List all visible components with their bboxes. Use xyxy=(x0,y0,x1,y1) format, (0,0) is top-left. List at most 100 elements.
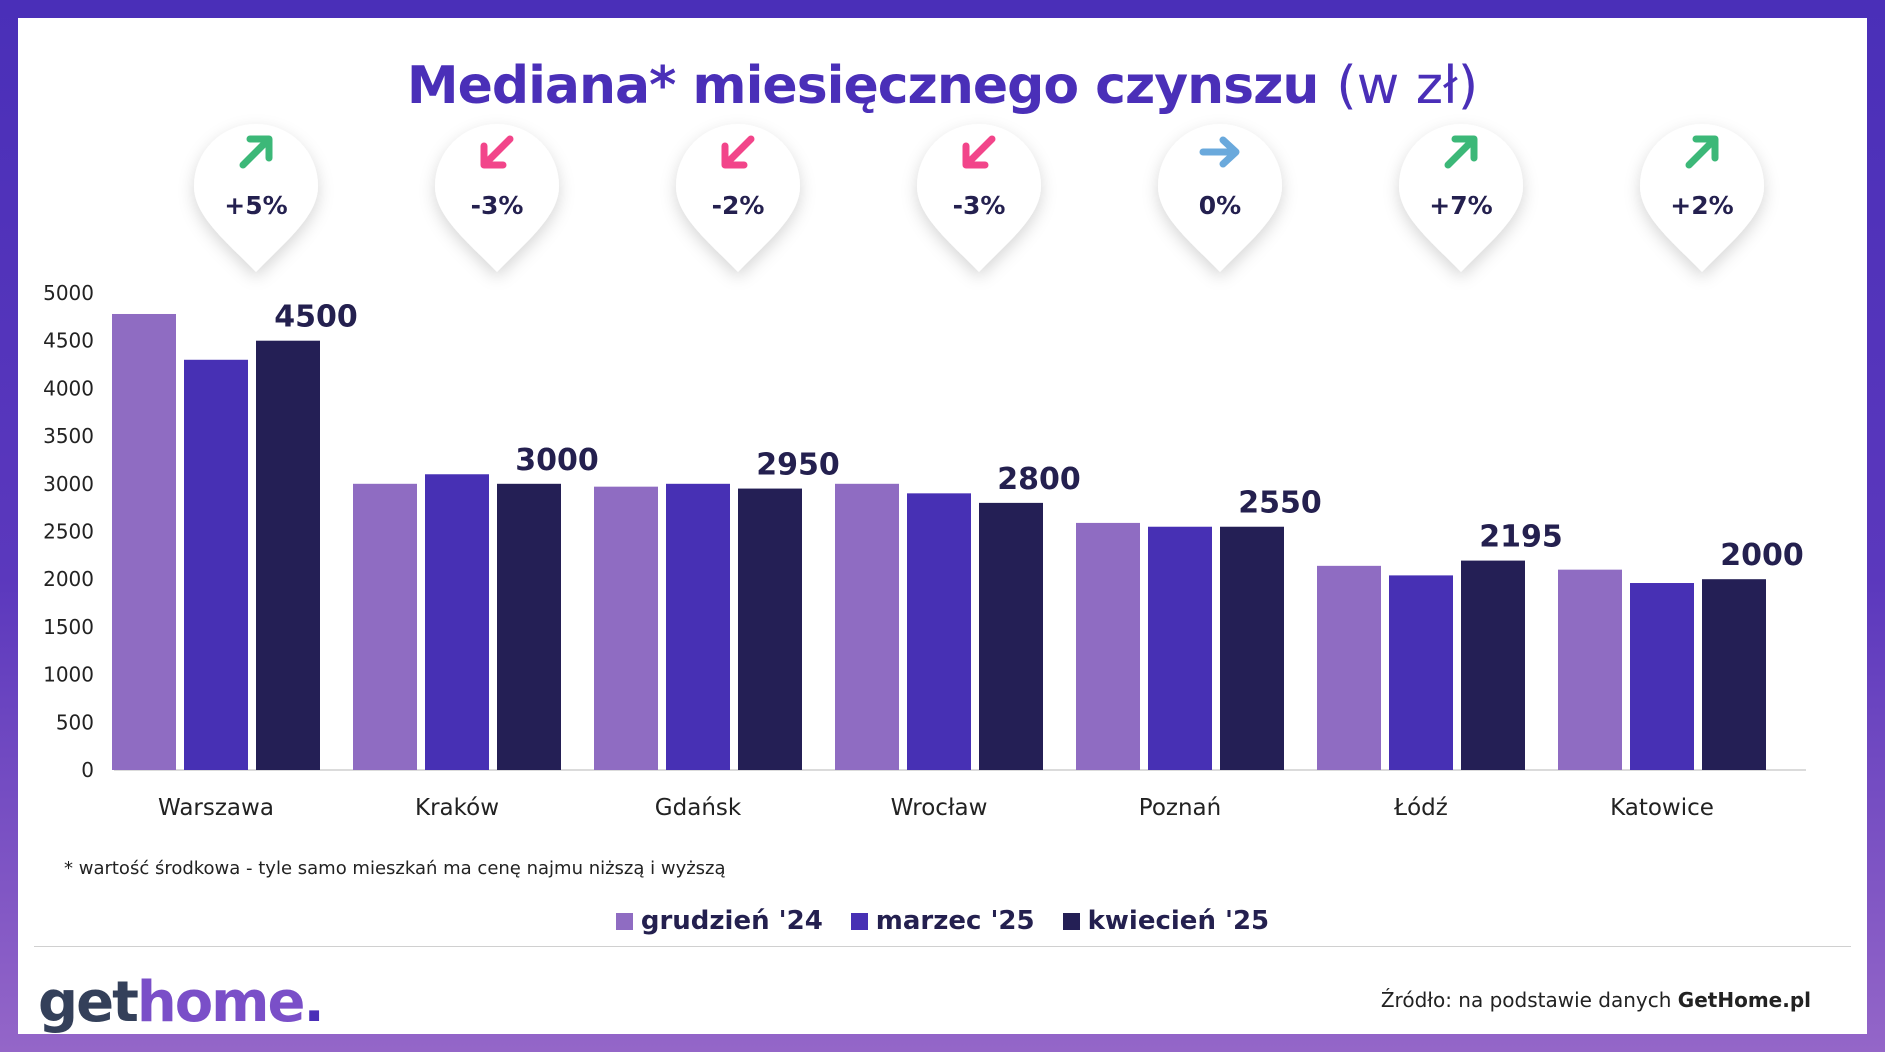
category-label-poznan: Poznań xyxy=(1139,795,1221,821)
bars xyxy=(112,313,1766,770)
data-label-krakow: 3000 xyxy=(515,443,599,478)
data-label-wroclaw: 2800 xyxy=(997,462,1081,497)
change-pin xyxy=(676,124,800,272)
bar-katowice-grudzien-24 xyxy=(1558,569,1622,770)
bar-katowice-kwiecien-25 xyxy=(1702,579,1766,770)
change-label: +7% xyxy=(1429,191,1492,220)
change-label: -3% xyxy=(953,191,1006,220)
category-label-krakow: Kraków xyxy=(415,795,499,821)
change-pin xyxy=(1640,124,1764,272)
category-label-lodz: Łódź xyxy=(1393,795,1448,821)
bar-warszawa-kwiecien-25 xyxy=(256,340,320,770)
change-label: -3% xyxy=(471,191,524,220)
source-brand: GetHome.pl xyxy=(1677,988,1811,1012)
change-pin xyxy=(917,124,1041,272)
y-tick-label: 3500 xyxy=(43,424,94,448)
y-tick-label: 1000 xyxy=(43,663,94,687)
bar-lodz-grudzien-24 xyxy=(1317,565,1381,770)
legend: grudzień '24 marzec '25 kwiecień '25 xyxy=(18,906,1867,936)
change-marker-krakow: -3% xyxy=(435,124,559,272)
change-label: -2% xyxy=(712,191,765,220)
source-note: Źródło: na podstawie danych GetHome.pl xyxy=(1381,988,1811,1012)
bar-krakow-grudzien-24 xyxy=(353,483,417,770)
legend-swatch xyxy=(1062,913,1080,930)
logo-part-get: get xyxy=(38,970,139,1035)
legend-label: kwiecień '25 xyxy=(1087,906,1270,936)
arrow-right-icon xyxy=(1199,136,1240,168)
y-tick-label: 500 xyxy=(56,710,94,734)
y-tick-label: 2000 xyxy=(43,567,94,591)
bar-poznan-grudzien-24 xyxy=(1076,522,1140,770)
logo-part-dot: . xyxy=(303,970,325,1035)
legend-item-kwiecien-25: kwiecień '25 xyxy=(1062,906,1270,936)
legend-item-grudzien-24: grudzień '24 xyxy=(615,906,823,936)
bar-gdansk-marzec-25 xyxy=(666,483,730,770)
change-label: +5% xyxy=(224,191,287,220)
change-pin xyxy=(194,123,319,272)
legend-swatch xyxy=(615,913,633,930)
change-marker-gdansk: -2% xyxy=(676,124,800,272)
arrow-down-left-icon xyxy=(480,135,514,169)
change-pin xyxy=(1399,124,1523,272)
arrow-down-left-icon xyxy=(721,135,755,169)
bar-poznan-kwiecien-25 xyxy=(1220,526,1284,770)
bar-krakow-kwiecien-25 xyxy=(497,483,561,770)
change-marker-lodz: +7% xyxy=(1399,124,1523,272)
category-label-katowice: Katowice xyxy=(1610,795,1714,821)
x-axis: Warszawa Kraków Gdańsk Wrocław Poznań Łódź Kat… xyxy=(158,795,1714,821)
change-pin xyxy=(435,124,559,272)
change-marker-katowice: +2% xyxy=(1640,124,1764,272)
category-label-warszawa: Warszawa xyxy=(158,795,274,821)
bar-lodz-marzec-25 xyxy=(1389,575,1453,770)
bar-wroclaw-kwiecien-25 xyxy=(979,502,1043,770)
bar-lodz-kwiecien-25 xyxy=(1461,560,1525,770)
data-label-lodz: 2195 xyxy=(1479,520,1563,555)
gethome-logo: gethome. xyxy=(38,970,325,1035)
title-unit: (w zł) xyxy=(1336,56,1479,116)
arrow-up-right-icon xyxy=(239,135,273,169)
change-label: 0% xyxy=(1199,191,1241,220)
y-tick-label: 1500 xyxy=(43,615,94,639)
data-labels: 4500 3000 2950 2800 2550 2195 2000 xyxy=(274,300,1804,574)
chart-title: Mediana* miesięcznego czynszu (w zł) xyxy=(18,54,1867,118)
category-label-gdansk: Gdańsk xyxy=(655,795,742,821)
data-label-katowice: 2000 xyxy=(1720,538,1804,573)
bar-wroclaw-marzec-25 xyxy=(907,493,971,770)
arrow-down-left-icon xyxy=(962,135,996,169)
bar-poznan-marzec-25 xyxy=(1148,526,1212,770)
y-tick-label: 5000 xyxy=(43,281,94,305)
y-tick-label: 0 xyxy=(81,758,94,782)
source-prefix: Źródło: na podstawie danych xyxy=(1380,988,1672,1012)
y-tick-label: 4500 xyxy=(43,329,94,353)
change-label: +2% xyxy=(1670,191,1733,220)
arrow-up-right-icon xyxy=(1685,135,1719,169)
data-label-gdansk: 2950 xyxy=(756,448,840,483)
arrow-up-right-icon xyxy=(1444,135,1478,169)
bar-chart: +5% -3% -2% -3% 0% +7% +2% 0 500 1000 1500 2000 250… xyxy=(43,123,1806,821)
bar-warszawa-marzec-25 xyxy=(184,359,248,770)
change-marker-warszawa: +5% xyxy=(194,123,319,272)
bar-katowice-marzec-25 xyxy=(1630,583,1694,770)
y-tick-label: 3000 xyxy=(43,472,94,496)
legend-swatch xyxy=(850,913,868,930)
data-label-warszawa: 4500 xyxy=(274,300,358,335)
bar-warszawa-grudzien-24 xyxy=(112,313,176,770)
divider xyxy=(34,946,1851,947)
category-label-wroclaw: Wrocław xyxy=(891,795,988,821)
legend-label: marzec '25 xyxy=(875,906,1035,936)
footnote: * wartość środkowa - tyle samo mieszkań … xyxy=(64,858,726,879)
legend-item-marzec-25: marzec '25 xyxy=(850,906,1035,936)
change-pin xyxy=(1158,124,1282,272)
change-markers: +5% -3% -2% -3% 0% +7% +2% xyxy=(194,123,1764,272)
title-main: Mediana* miesięcznego czynszu xyxy=(406,56,1320,116)
logo-part-home: home xyxy=(136,970,306,1035)
change-marker-wroclaw: -3% xyxy=(917,124,1041,272)
chart-card: Mediana* miesięcznego czynszu (w zł) +5% -… xyxy=(18,18,1867,1035)
bar-krakow-marzec-25 xyxy=(425,474,489,770)
y-tick-label: 4000 xyxy=(43,376,94,400)
y-tick-label: 2500 xyxy=(43,520,94,544)
bar-wroclaw-grudzien-24 xyxy=(835,483,899,770)
bar-gdansk-grudzien-24 xyxy=(594,486,658,770)
legend-label: grudzień '24 xyxy=(640,906,823,936)
change-marker-poznan: 0% xyxy=(1158,124,1282,272)
